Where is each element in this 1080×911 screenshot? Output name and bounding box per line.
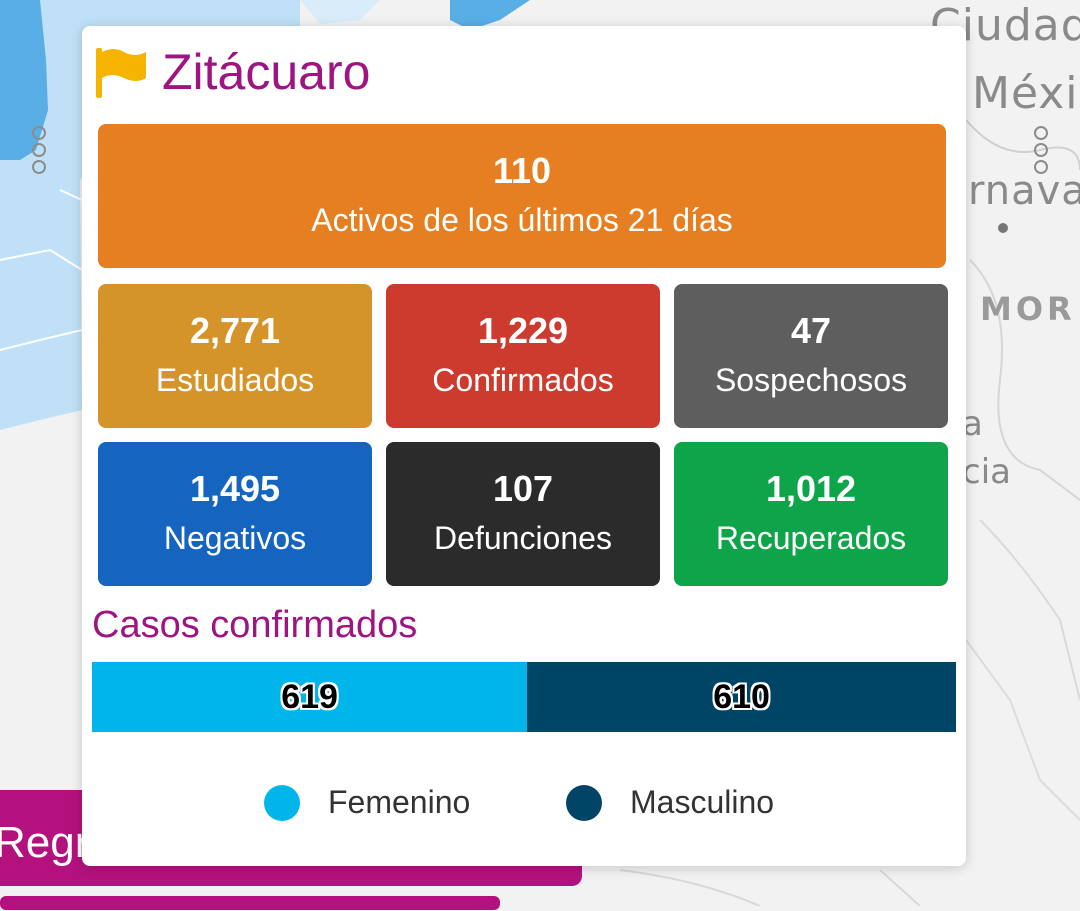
map-label-a: a bbox=[962, 404, 983, 444]
stat-value: 2,771 bbox=[189, 310, 281, 351]
femenino-dot-icon bbox=[264, 784, 300, 821]
bar-segment-masculino[interactable]: 610 bbox=[527, 662, 956, 732]
stat-tile-estudiados: 2,771 Estudiados bbox=[98, 284, 372, 428]
stat-value: 107 bbox=[492, 468, 554, 509]
stat-value: 1,229 bbox=[477, 310, 569, 351]
municipality-popup: Zitácuaro 110 Activos de los últimos 21 … bbox=[82, 26, 966, 866]
stat-value: 1,495 bbox=[189, 468, 281, 509]
flag-icon bbox=[96, 48, 146, 98]
stat-label: Defunciones bbox=[434, 520, 612, 556]
stat-value: 1,012 bbox=[765, 468, 857, 509]
casos-gender-bar: 619 610 bbox=[92, 662, 956, 732]
stat-tile-defunciones: 107 Defunciones bbox=[386, 442, 660, 586]
legend-label: Masculino bbox=[630, 784, 775, 820]
stat-label: Negativos bbox=[163, 520, 307, 556]
popup-pointer bbox=[564, 28, 616, 80]
map-label-cuernavaca: rnava bbox=[968, 168, 1080, 214]
stat-tile-confirmados: 1,229 Confirmados bbox=[386, 284, 660, 428]
stat-tile-recuperados: 1,012 Recuperados bbox=[674, 442, 948, 586]
stat-label: Confirmados bbox=[432, 362, 614, 398]
map-marker-left[interactable] bbox=[32, 126, 46, 174]
stat-label: Recuperados bbox=[715, 520, 907, 556]
bar-segment-value: 610 bbox=[713, 677, 770, 716]
map-label-cia: cia bbox=[962, 452, 1011, 492]
bar-segment-femenino[interactable]: 619 bbox=[92, 662, 528, 732]
legend-item-femenino[interactable]: Femenino bbox=[264, 784, 470, 821]
secondary-button[interactable] bbox=[0, 896, 500, 910]
casos-legend: Femenino Masculino bbox=[82, 784, 966, 828]
stat-tile-sospechosos: 47 Sospechosos bbox=[674, 284, 948, 428]
stat-tile-negativos: 1,495 Negativos bbox=[98, 442, 372, 586]
map-marker-right[interactable] bbox=[1034, 126, 1048, 174]
stat-value: 47 bbox=[790, 310, 832, 351]
legend-item-masculino[interactable]: Masculino bbox=[566, 784, 774, 821]
map-label-mexico: Méxi bbox=[972, 68, 1079, 119]
stat-label: Sospechosos bbox=[714, 362, 908, 398]
map-label-morelos: MOR bbox=[980, 290, 1076, 328]
activos-label: Activos de los últimos 21 días bbox=[311, 202, 733, 238]
popup-title: Zitácuaro bbox=[162, 44, 371, 100]
bar-segment-value: 619 bbox=[281, 677, 338, 716]
activos-tile: 110 Activos de los últimos 21 días bbox=[98, 124, 946, 268]
legend-label: Femenino bbox=[328, 784, 471, 820]
city-dot bbox=[998, 223, 1008, 233]
stat-label: Estudiados bbox=[155, 362, 315, 398]
activos-value: 110 bbox=[492, 150, 552, 191]
casos-confirmados-title: Casos confirmados bbox=[92, 604, 418, 646]
popup-header: Zitácuaro bbox=[92, 42, 370, 102]
masculino-dot-icon bbox=[566, 784, 602, 821]
